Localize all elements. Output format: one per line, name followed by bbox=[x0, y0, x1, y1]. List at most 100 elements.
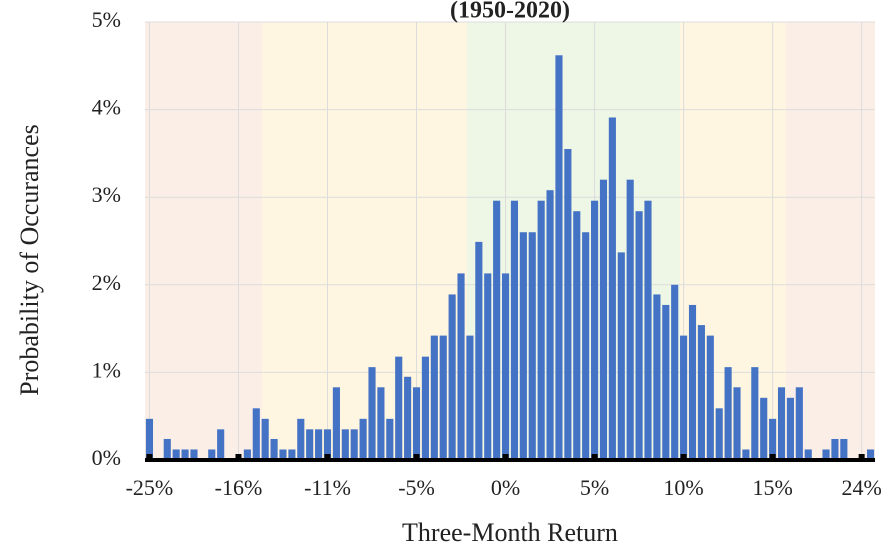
x-tick-label: 24% bbox=[841, 475, 881, 500]
bar bbox=[742, 449, 750, 460]
band-red bbox=[786, 22, 875, 460]
bar bbox=[288, 449, 296, 460]
x-tick-label: -16% bbox=[215, 475, 263, 500]
bar bbox=[706, 335, 714, 460]
bar bbox=[644, 200, 652, 461]
bar bbox=[172, 449, 180, 460]
x-tick-mark bbox=[324, 454, 331, 460]
bar bbox=[760, 397, 768, 460]
bar bbox=[599, 179, 608, 460]
bar bbox=[786, 397, 794, 460]
bar bbox=[626, 179, 634, 460]
bar bbox=[573, 211, 581, 460]
bar bbox=[359, 418, 367, 460]
y-axis-label: Probability of Occurances bbox=[15, 124, 44, 395]
bar bbox=[332, 387, 340, 460]
bar bbox=[412, 387, 421, 460]
x-tick-label: 5% bbox=[580, 475, 609, 500]
x-tick-mark bbox=[680, 454, 687, 460]
bar bbox=[475, 241, 483, 460]
band-yellow bbox=[680, 22, 786, 460]
chart-title: (1950-2020) bbox=[450, 0, 570, 24]
bar bbox=[733, 387, 741, 460]
bar bbox=[564, 149, 572, 460]
bar bbox=[386, 418, 394, 460]
x-tick-mark bbox=[235, 454, 242, 460]
bar bbox=[822, 449, 830, 460]
x-tick-label: -5% bbox=[398, 475, 435, 500]
bar bbox=[439, 335, 447, 460]
bar bbox=[323, 429, 332, 460]
bar bbox=[671, 284, 679, 460]
bar bbox=[421, 356, 429, 460]
band-red bbox=[145, 22, 262, 460]
x-tick-label: 0% bbox=[491, 475, 520, 500]
bar bbox=[528, 232, 536, 460]
bar bbox=[145, 418, 154, 460]
bar bbox=[430, 335, 438, 460]
bar bbox=[315, 429, 323, 460]
bar bbox=[688, 304, 697, 460]
bar bbox=[395, 356, 403, 460]
bar bbox=[297, 418, 305, 460]
bar bbox=[350, 429, 358, 460]
bar bbox=[279, 449, 287, 460]
bar bbox=[769, 418, 777, 460]
bar bbox=[831, 438, 839, 460]
bar bbox=[591, 200, 599, 461]
bar bbox=[190, 449, 198, 460]
bar bbox=[653, 294, 661, 460]
bar bbox=[608, 117, 616, 460]
bar bbox=[377, 387, 385, 460]
y-tick-label: 3% bbox=[92, 182, 121, 207]
bar bbox=[510, 200, 519, 461]
bar bbox=[546, 190, 554, 460]
x-tick-mark bbox=[858, 454, 865, 460]
bar bbox=[181, 449, 189, 460]
bar bbox=[501, 273, 510, 460]
bar bbox=[795, 387, 803, 460]
bar bbox=[724, 367, 732, 460]
x-axis-label: Three-Month Return bbox=[402, 518, 618, 547]
y-tick-label: 1% bbox=[92, 357, 121, 382]
x-tick-mark bbox=[769, 454, 776, 460]
bar bbox=[662, 304, 670, 460]
bar bbox=[448, 294, 456, 460]
bar bbox=[840, 438, 848, 460]
bar bbox=[484, 273, 492, 460]
bar bbox=[555, 55, 563, 461]
bar bbox=[368, 367, 376, 460]
x-tick-label: 10% bbox=[663, 475, 703, 500]
bar bbox=[493, 200, 501, 461]
y-tick-label: 0% bbox=[92, 445, 121, 470]
x-tick-mark bbox=[502, 454, 509, 460]
x-tick-mark bbox=[591, 454, 598, 460]
y-tick-label: 2% bbox=[92, 270, 121, 295]
bar bbox=[404, 376, 412, 460]
bar bbox=[697, 325, 705, 460]
bar bbox=[466, 335, 474, 460]
bar bbox=[680, 335, 688, 460]
x-tick-label: -11% bbox=[304, 475, 351, 500]
bar bbox=[243, 449, 251, 460]
bar bbox=[519, 232, 527, 460]
bar bbox=[457, 273, 465, 460]
y-tick-label: 5% bbox=[92, 7, 121, 32]
x-tick-mark bbox=[146, 454, 153, 460]
bar bbox=[306, 429, 314, 460]
bar bbox=[751, 367, 759, 460]
bar bbox=[635, 211, 643, 460]
bar bbox=[252, 408, 260, 460]
bar bbox=[715, 408, 723, 460]
x-tick-mark bbox=[413, 454, 420, 460]
bar bbox=[777, 387, 786, 460]
bar bbox=[208, 449, 216, 460]
bar bbox=[270, 438, 278, 460]
bar bbox=[163, 438, 171, 460]
bar bbox=[582, 232, 590, 460]
bar bbox=[341, 429, 349, 460]
bar bbox=[217, 429, 225, 460]
x-tick-label: -25% bbox=[126, 475, 174, 500]
y-tick-label: 4% bbox=[92, 95, 121, 120]
